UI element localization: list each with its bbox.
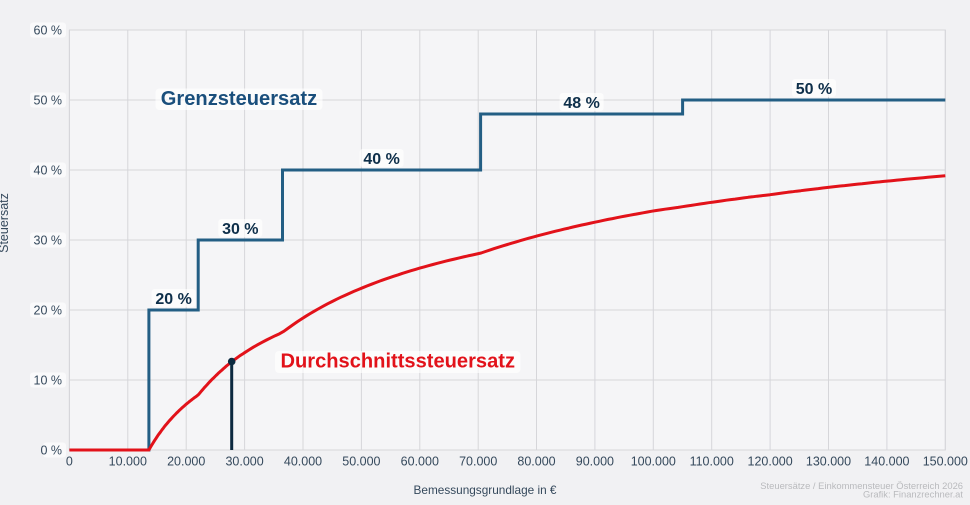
svg-text:Durchschnittssteuersatz: Durchschnittssteuersatz [281,351,516,373]
svg-text:120.000: 120.000 [748,455,793,469]
svg-text:110.000: 110.000 [690,455,734,469]
svg-text:0: 0 [66,455,73,469]
svg-text:Bemessungsgrundlage in €: Bemessungsgrundlage in € [414,483,557,497]
svg-text:50 %: 50 % [796,81,832,98]
svg-text:30 %: 30 % [222,221,258,238]
svg-text:20 %: 20 % [34,304,63,318]
svg-text:48 %: 48 % [563,95,599,112]
svg-text:10.000: 10.000 [109,455,147,469]
svg-text:Steuersatz: Steuersatz [0,193,11,253]
svg-text:20.000: 20.000 [167,455,205,469]
svg-text:Grenzsteuersatz: Grenzsteuersatz [161,88,317,110]
svg-text:150.000: 150.000 [923,455,968,469]
svg-text:60.000: 60.000 [401,455,439,469]
svg-text:60 %: 60 % [34,24,63,38]
svg-text:100.000: 100.000 [631,455,676,469]
svg-text:0 %: 0 % [40,444,62,458]
svg-text:70.000: 70.000 [459,455,497,469]
svg-text:50.000: 50.000 [342,455,380,469]
svg-text:Grafik: Finanzrechner.at: Grafik: Finanzrechner.at [863,489,963,500]
svg-text:30.000: 30.000 [225,455,263,469]
svg-text:130.000: 130.000 [806,455,851,469]
svg-text:20 %: 20 % [155,291,191,308]
svg-text:90.000: 90.000 [576,455,614,469]
svg-text:10 %: 10 % [34,374,63,388]
svg-text:80.000: 80.000 [517,455,555,469]
svg-text:30 %: 30 % [34,234,63,248]
svg-text:50 %: 50 % [34,94,63,108]
svg-text:40.000: 40.000 [284,455,322,469]
svg-text:40 %: 40 % [34,164,63,178]
svg-text:140.000: 140.000 [864,455,909,469]
svg-text:Steuersätze / Einkommensteuer: Steuersätze / Einkommensteuer Österreich… [760,480,963,491]
svg-text:40 %: 40 % [363,151,399,168]
